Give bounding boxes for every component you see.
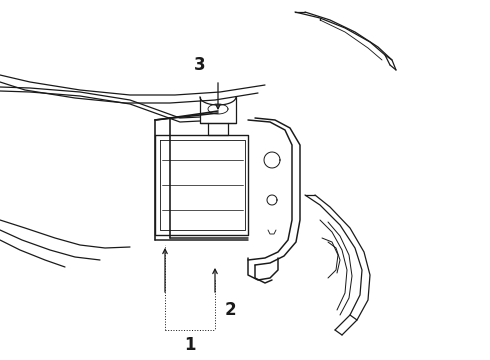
Text: 3: 3 [194, 56, 206, 74]
Text: 2: 2 [224, 301, 236, 319]
Text: 1: 1 [184, 336, 196, 354]
